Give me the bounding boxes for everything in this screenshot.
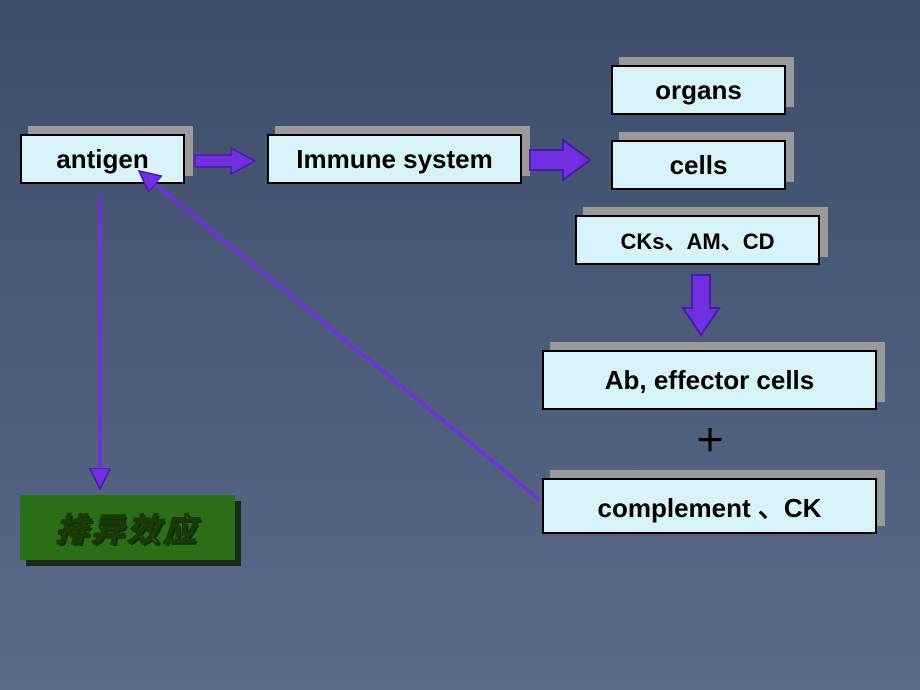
block-arrow-right bbox=[530, 140, 590, 180]
ab-box: Ab, effector cells bbox=[542, 350, 877, 410]
organs-box: organs bbox=[611, 65, 786, 115]
immune-box: Immune system bbox=[267, 134, 522, 184]
complement-box: complement 、CK bbox=[542, 478, 877, 534]
antigen-box: antigen bbox=[20, 134, 185, 184]
thin-arrow-feedback bbox=[150, 180, 540, 500]
cells-box: cells bbox=[611, 140, 786, 190]
result-box: 排异效应 bbox=[20, 495, 235, 560]
plus-symbol: ＋ bbox=[690, 418, 730, 458]
block-arrow-down bbox=[683, 275, 719, 335]
cks-box: CKs、AM、CD bbox=[575, 215, 820, 265]
result-label: 排异效应 bbox=[55, 505, 199, 551]
diagram-canvas: antigen Immune system organs cells CKs、AM、CD… bbox=[0, 0, 920, 690]
small-arrow-right bbox=[195, 148, 255, 174]
